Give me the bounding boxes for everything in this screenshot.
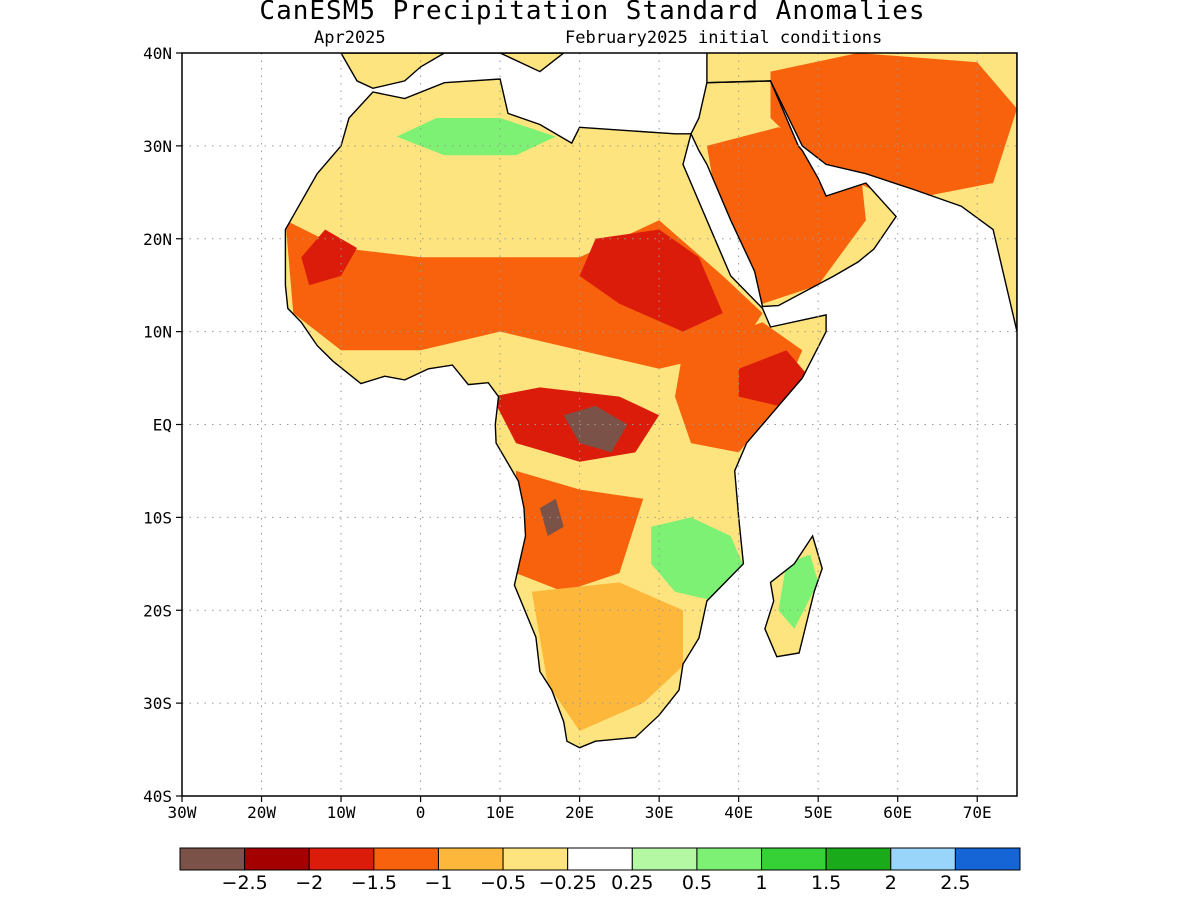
- initial-conditions-label: February2025 initial conditions: [565, 28, 883, 48]
- colorbar-label: 1: [755, 872, 767, 894]
- colorbar-swatch: [567, 847, 633, 871]
- colorbar-label: −0.25: [539, 872, 597, 894]
- lat-tick-label: 10S: [143, 508, 172, 527]
- lon-tick-label: 20E: [565, 803, 594, 822]
- lat-tick-label: EQ: [153, 416, 172, 435]
- colorbar-swatch: [244, 847, 310, 871]
- longitude-tick-labels: 30W 20W 10W 0 10E 20E 30E 40E 50E 60E 70E: [168, 803, 992, 822]
- colorbar-swatch: [502, 847, 569, 871]
- colorbar-label: −2.5: [222, 872, 268, 894]
- lat-tick-label: 30N: [143, 137, 172, 156]
- colorbar-swatch: [696, 847, 763, 871]
- colorbar-tick-labels: −2.5 −2 −1.5 −1 −0.5 −0.25 0.25 0.5 1 1.5 2 2.5: [222, 872, 971, 894]
- coastline: [340, 53, 565, 90]
- coastline: [706, 53, 1017, 332]
- colorbar-swatch: [437, 847, 504, 871]
- colorbar: [179, 847, 1021, 871]
- colorbar-swatch: [954, 847, 1021, 871]
- anomaly-region-southern-africa-mild-dry: [531, 582, 683, 731]
- anomaly-region-sudan-strong-dry: [579, 229, 723, 332]
- colorbar-label: −1.5: [351, 872, 397, 894]
- lon-tick-label: 40E: [724, 803, 753, 822]
- colorbar-label: 2.5: [940, 872, 970, 894]
- anomaly-region-congo-extreme-dry: [563, 405, 628, 453]
- map-title: CanESM5 Precipitation Standard Anomalies: [259, 0, 926, 26]
- lon-tick-label: 30E: [645, 803, 674, 822]
- lat-tick-label: 40N: [143, 44, 172, 63]
- colorbar-swatch: [890, 847, 956, 871]
- gridlines: [176, 52, 1017, 802]
- colorbar-swatch: [179, 847, 246, 871]
- colorbar-swatch: [631, 847, 698, 871]
- anomaly-region-madagascar-green: [778, 554, 819, 629]
- anomaly-region-mozambique-green: [651, 517, 747, 601]
- lat-tick-label: 40S: [143, 787, 172, 806]
- lon-tick-label: 10E: [486, 803, 515, 822]
- colorbar-swatch: [825, 847, 892, 871]
- coastline: [764, 534, 823, 658]
- latitude-tick-labels: 40N 30N 20N 10N EQ 10S 20S 30S 40S: [143, 44, 172, 806]
- colorbar-swatch: [373, 847, 439, 871]
- anomaly-region-angola-extreme-dry: [539, 498, 564, 536]
- lon-tick-label: 50E: [804, 803, 833, 822]
- lon-tick-label: 10W: [327, 803, 356, 822]
- anomaly-region-west-africa-strong-dry: [301, 229, 357, 286]
- coastline: [284, 78, 827, 749]
- colorbar-label: −1: [424, 872, 452, 894]
- colorbar-label: 1.5: [811, 872, 841, 894]
- colorbar-label: −2: [295, 872, 323, 894]
- coastline-layer: [284, 53, 1017, 749]
- anomaly-field-layer: [285, 53, 1017, 748]
- lon-tick-label: 30W: [168, 803, 197, 822]
- lat-tick-label: 20N: [143, 230, 172, 249]
- colorbar-label: 2: [885, 872, 897, 894]
- lat-tick-label: 10N: [143, 323, 172, 342]
- plot-frame: [181, 52, 1018, 797]
- colorbar-label: 0.25: [611, 872, 653, 894]
- anomaly-region-east-africa-dry: [675, 322, 803, 453]
- colorbar-swatch: [308, 847, 375, 871]
- anomaly-region-sahara-green-band: [396, 118, 556, 156]
- anomaly-region-angola-dry: [516, 470, 644, 592]
- lon-tick-label: 0: [416, 803, 426, 822]
- colorbar-label: −0.5: [480, 872, 526, 894]
- colorbar-swatch: [761, 847, 827, 871]
- lon-tick-label: 20W: [247, 803, 276, 822]
- lon-tick-label: 70E: [963, 803, 992, 822]
- anomaly-region-north-africa-dry: [293, 108, 683, 239]
- anomaly-region-iran-dry: [770, 53, 1017, 202]
- colorbar-label: 0.5: [682, 872, 712, 894]
- lon-tick-label: 60E: [883, 803, 912, 822]
- valid-month-label: Apr2025: [314, 28, 386, 48]
- lat-tick-label: 30S: [143, 694, 172, 713]
- lat-tick-label: 20S: [143, 601, 172, 620]
